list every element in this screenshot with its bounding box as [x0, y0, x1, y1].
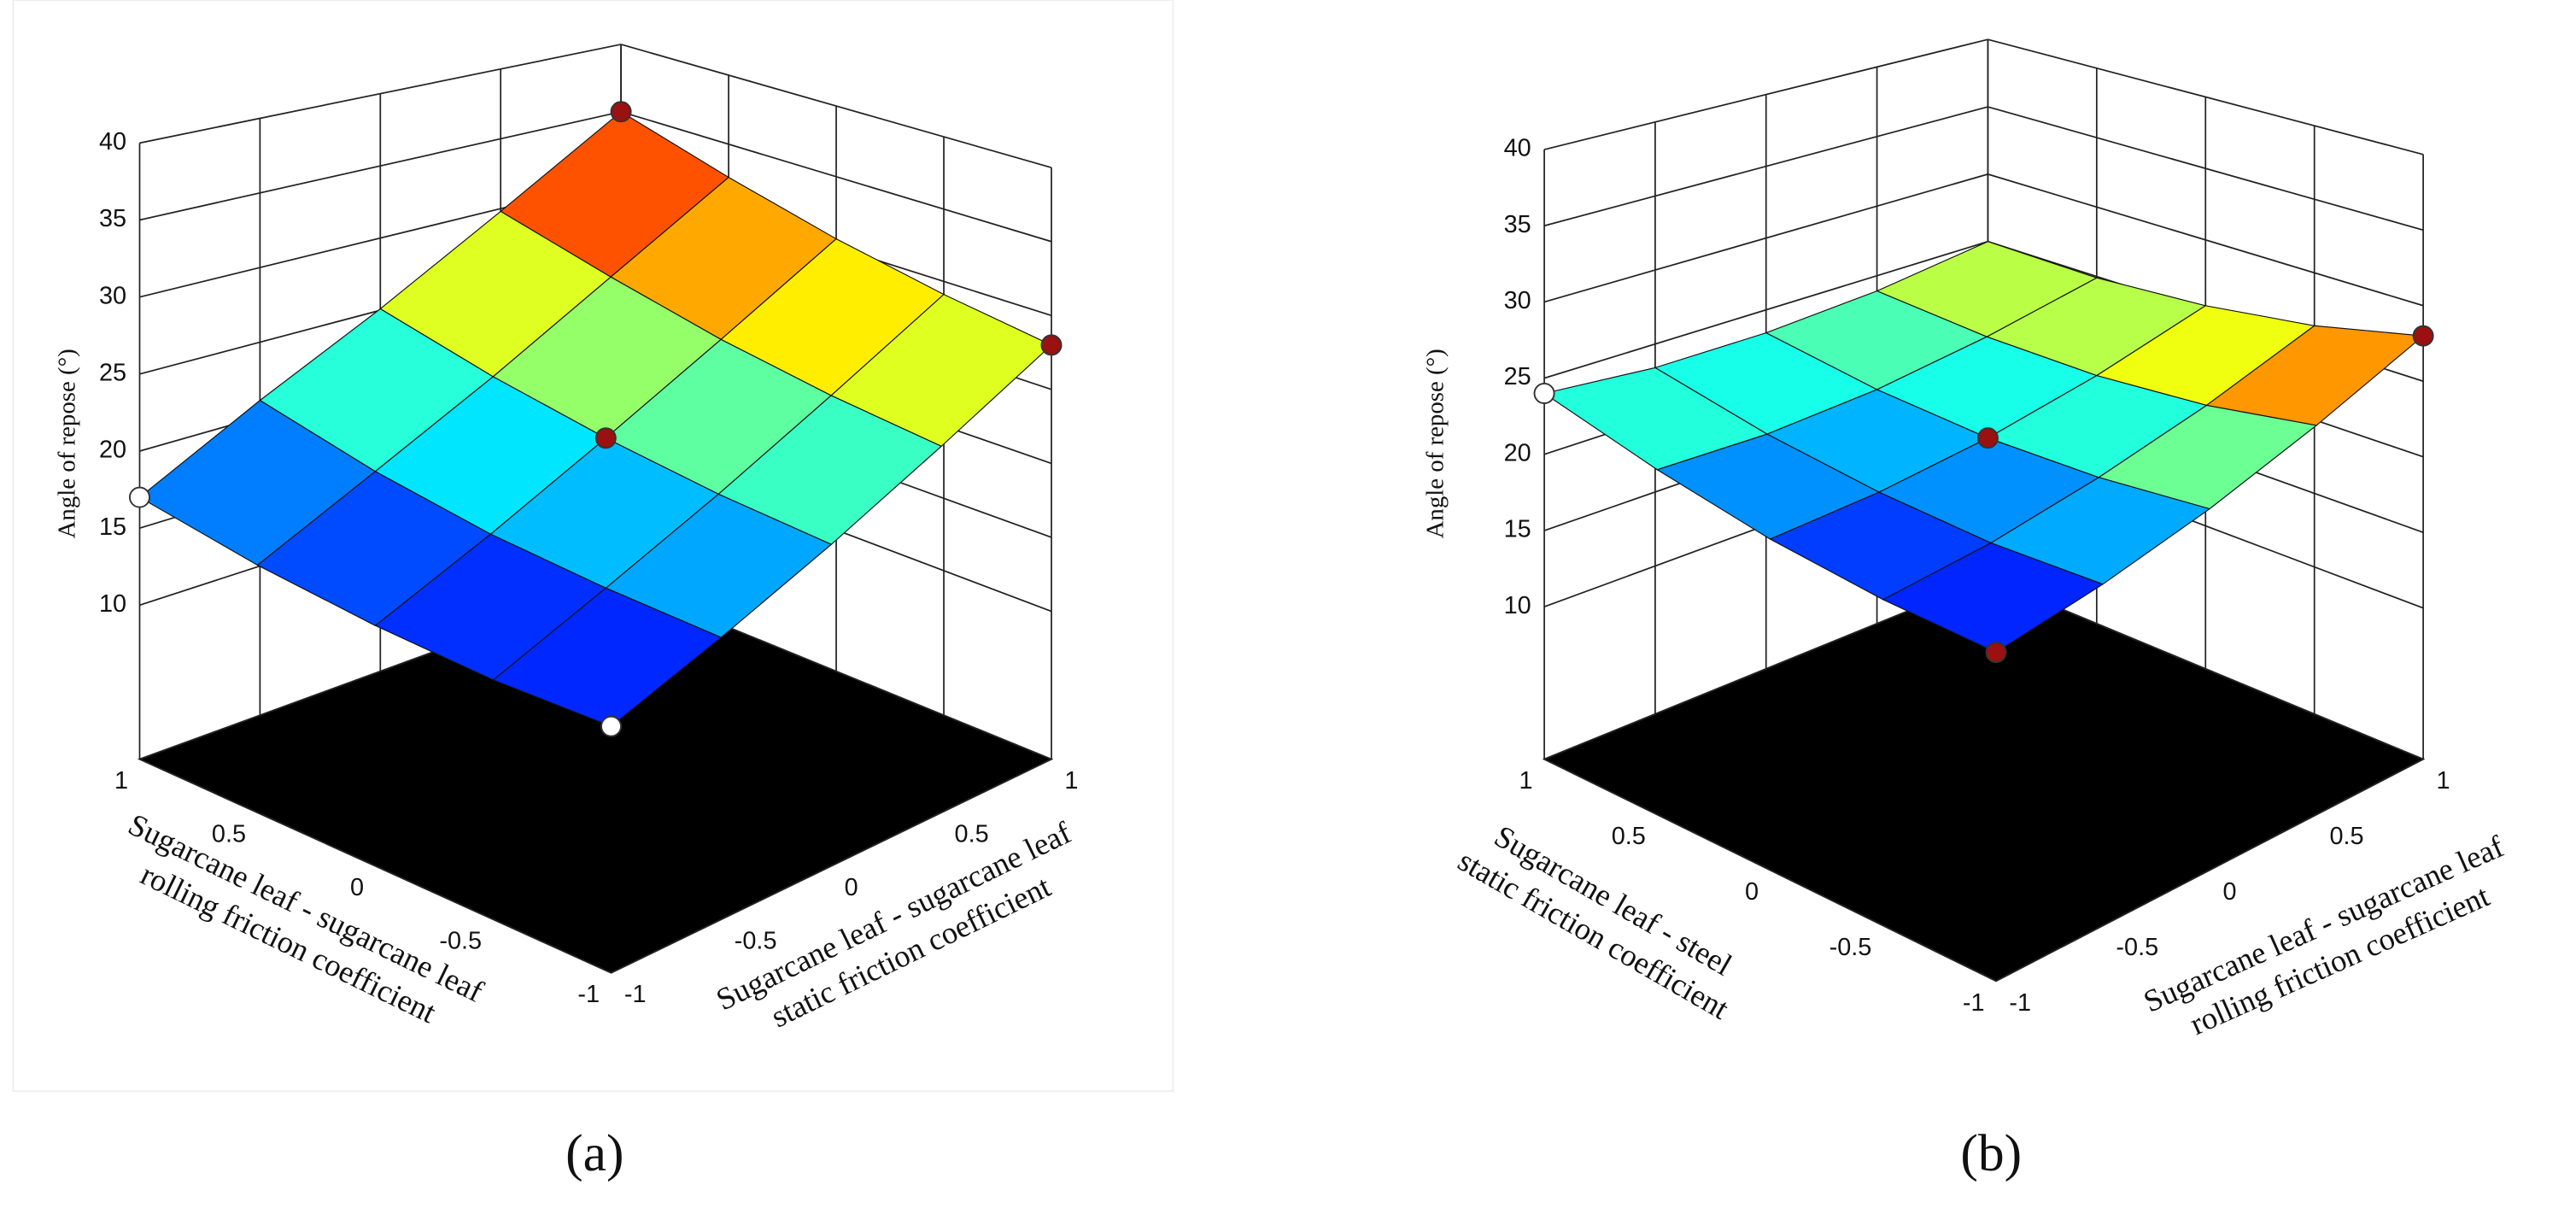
y-tick-label: -0.5: [2116, 934, 2158, 961]
y-tick-label: 0.5: [2329, 823, 2363, 850]
x-tick-label: 0: [350, 874, 364, 901]
z-tick-label: 25: [1504, 363, 1531, 390]
y-tick-label: 0.5: [955, 821, 989, 848]
z-axis-label: Angle of repose (°): [1422, 349, 1449, 538]
z-tick-label: 10: [1504, 592, 1531, 619]
y-tick-label: 1: [1064, 767, 1078, 795]
panel-frame: [12, 0, 1174, 1093]
chart: 10 15 20 25 30 35 40 -1 -0.5 0 0.5 1 -1 -0.5 0 0.5 1 Angl…: [53, 44, 1078, 1182]
x-tick-label: 0: [1745, 878, 1759, 906]
design-point: [1976, 427, 1999, 449]
z-tick-label: 10: [99, 590, 126, 618]
z-tick-label: 35: [99, 205, 126, 232]
y-tick-label: 1: [2437, 767, 2450, 795]
z-axis-label-group: Angle of repose (°): [53, 349, 80, 538]
design-point: [600, 715, 623, 737]
design-point: [128, 486, 150, 508]
x-tick-label: 1: [114, 767, 128, 795]
z-axis-label: Angle of repose (°): [53, 349, 80, 538]
y-tick-label: -1: [2009, 989, 2031, 1017]
design-point: [610, 101, 632, 123]
z-tick-label: 30: [99, 282, 126, 309]
figure-content: 10152025303540-1-0.500.51-1-0.500.51Angl…: [12, 0, 2509, 1182]
y-tick-label: 0: [2222, 878, 2236, 906]
design-point: [1040, 334, 1063, 356]
x-tick-label: -1: [577, 981, 600, 1008]
z-tick-label: 20: [1504, 439, 1531, 466]
x-tick-label: 0.5: [1612, 823, 1646, 850]
caption: (a): [565, 1124, 624, 1182]
design-point: [1533, 382, 1555, 404]
x-tick-label: -0.5: [439, 928, 482, 955]
design-point: [2412, 325, 2434, 347]
x-tick-label: 0.5: [212, 821, 246, 848]
chart: 10 15 20 25 30 35 40 -1 -0.5 0 0.5 1 -1 -0.5 0 0.5 1 Angl…: [1422, 38, 2509, 1182]
surface-patch: [492, 587, 723, 727]
z-tick-label: 20: [99, 437, 126, 464]
z-axis-label-group: Angle of repose (°): [1422, 349, 1449, 538]
y-tick-label: 0: [845, 874, 858, 901]
design-point: [1985, 642, 2007, 664]
z-tick-label: 25: [99, 359, 126, 386]
x-tick-label: 1: [1519, 767, 1533, 795]
z-tick-label: 35: [1504, 211, 1531, 238]
y-tick-label: -1: [624, 981, 647, 1008]
surface-patch: [1882, 542, 2105, 654]
z-tick-label: 15: [1504, 516, 1531, 543]
caption: (b): [1960, 1124, 2022, 1182]
z-tick-label: 40: [99, 128, 126, 155]
y-tick-label: -0.5: [735, 928, 777, 955]
x-tick-label: -0.5: [1830, 934, 1872, 961]
z-tick-label: 30: [1504, 287, 1531, 314]
x-tick-label: -1: [1963, 989, 1985, 1017]
z-tick-label: 40: [1504, 135, 1531, 162]
z-tick-label: 15: [99, 513, 126, 541]
design-point: [594, 427, 617, 449]
